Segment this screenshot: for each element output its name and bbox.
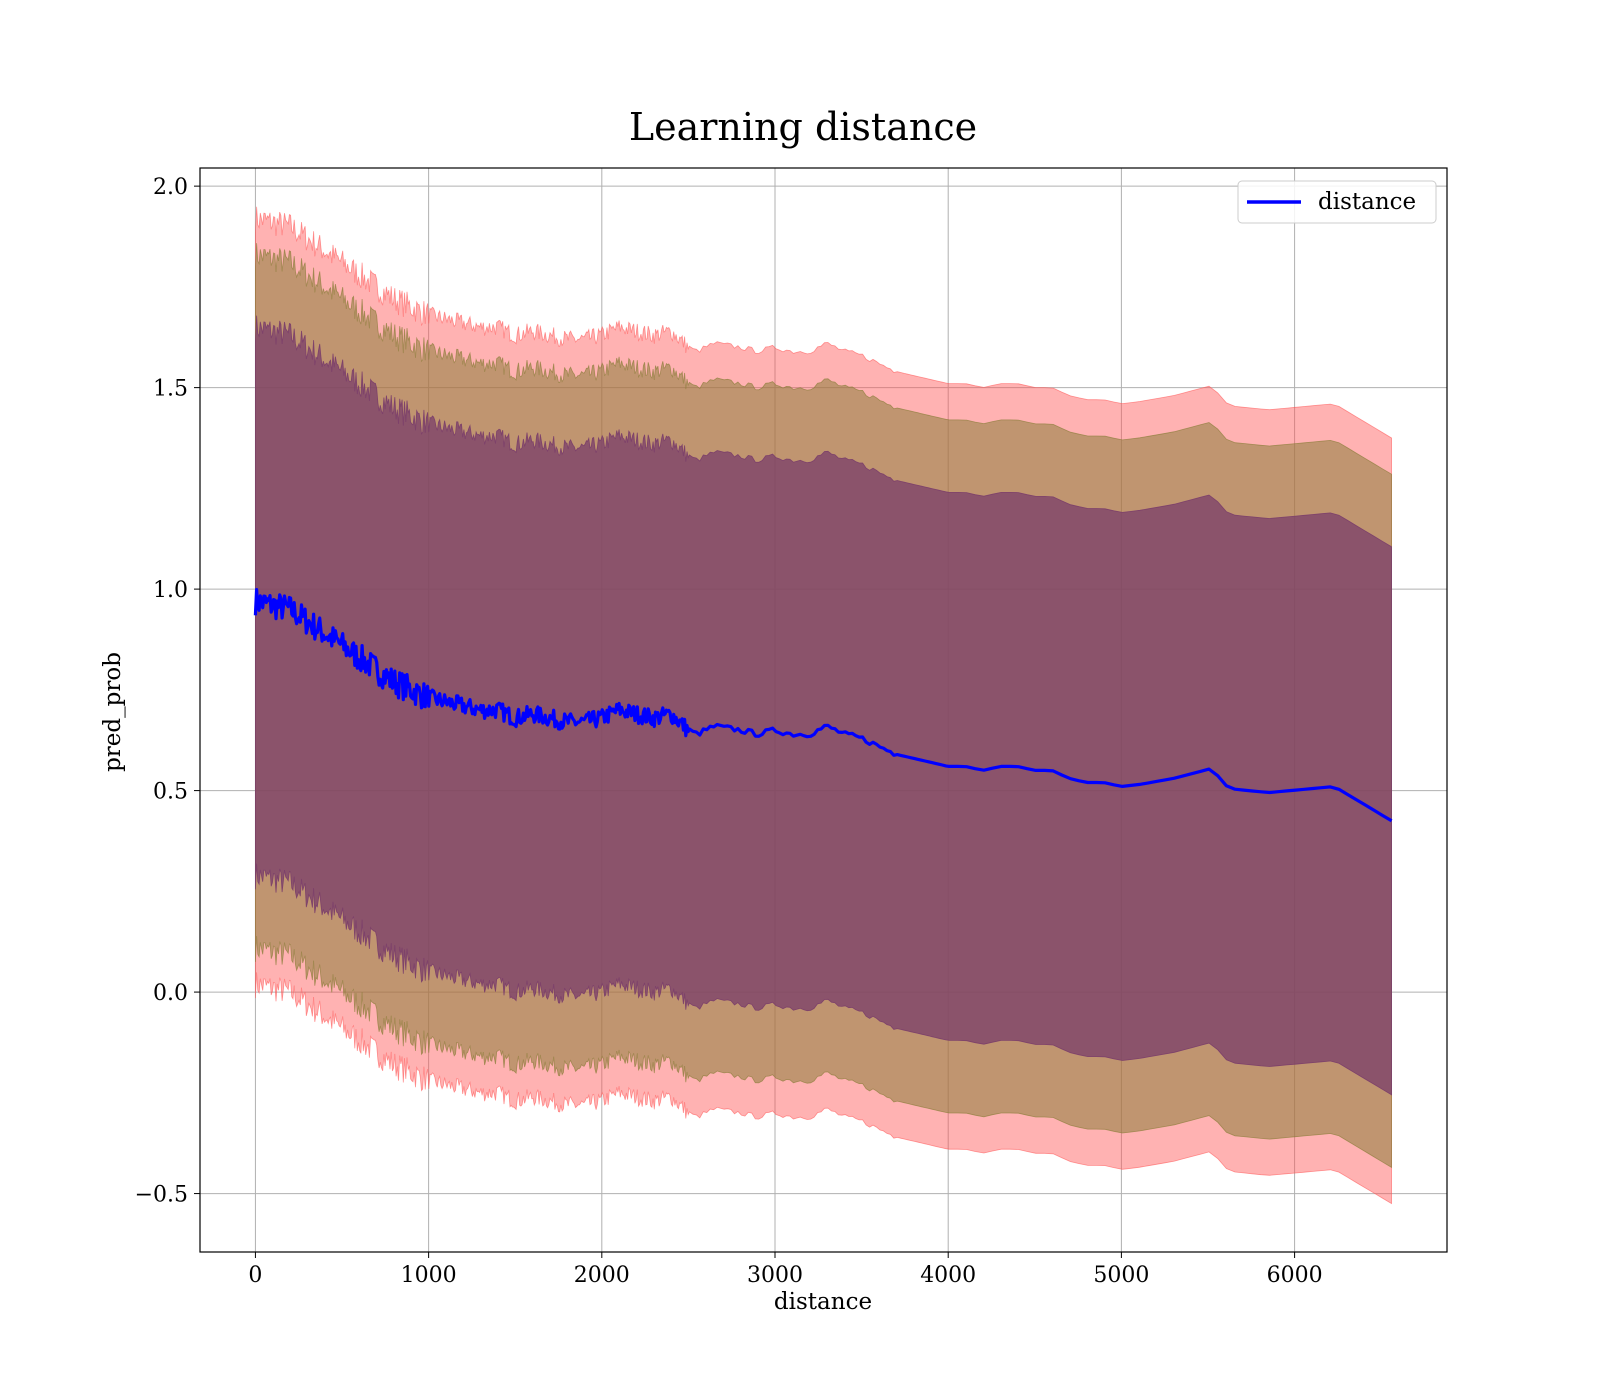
series-lines [253, 588, 1393, 823]
plot-frame [199, 167, 1448, 1253]
x-tick-label: 0 [248, 1263, 262, 1288]
y-tick-label: 1.5 [153, 377, 188, 402]
x-tick-label: 2000 [574, 1263, 630, 1288]
y-tick-label: 0.5 [153, 780, 188, 805]
confidence-bands [255, 206, 1392, 1205]
x-axis-label: distance [774, 1289, 872, 1315]
chart-title: Learning distance [629, 105, 977, 149]
legend: distance [1237, 180, 1437, 224]
x-tick-label: 6000 [1267, 1263, 1323, 1288]
x-tick-label: 5000 [1093, 1263, 1149, 1288]
y-tick-label: −0.5 [135, 1183, 188, 1208]
x-tick-label: 1000 [401, 1263, 457, 1288]
band-1-sigma [255, 315, 1392, 1096]
y-tick-label: 1.0 [153, 578, 188, 603]
legend-box [1237, 180, 1437, 224]
y-ticks: −0.5 0.0 0.5 1.0 1.5 2.0 [135, 175, 200, 1208]
y-tick-label: 2.0 [153, 175, 188, 200]
legend-label: distance [1318, 189, 1416, 215]
x-tick-label: 4000 [920, 1263, 976, 1288]
y-axis-label: pred_prob [100, 652, 126, 772]
x-ticks: 0 1000 2000 3000 4000 5000 6000 [248, 1252, 1323, 1288]
series-line-distance [253, 588, 1393, 823]
y-tick-label: 0.0 [153, 981, 188, 1006]
x-tick-label: 3000 [747, 1263, 803, 1288]
